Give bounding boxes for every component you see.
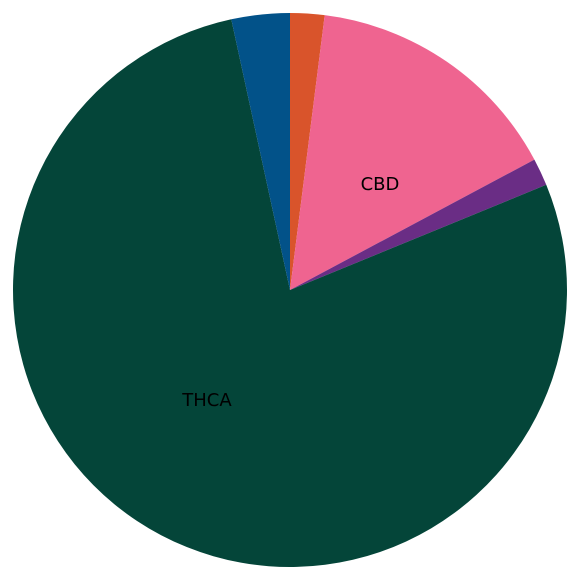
pie-labels: CBD THCA — [181, 174, 399, 411]
slice-label-thca: THCA — [181, 390, 232, 411]
pie-slice-cbd — [290, 15, 535, 290]
pie-slice-2 — [290, 159, 547, 290]
pie-slice-4 — [231, 13, 290, 290]
slice-label-cbd: CBD — [361, 174, 400, 195]
pie-slice-0 — [290, 13, 325, 290]
pie-slice-thca — [13, 19, 568, 567]
pie-slices — [13, 13, 568, 567]
